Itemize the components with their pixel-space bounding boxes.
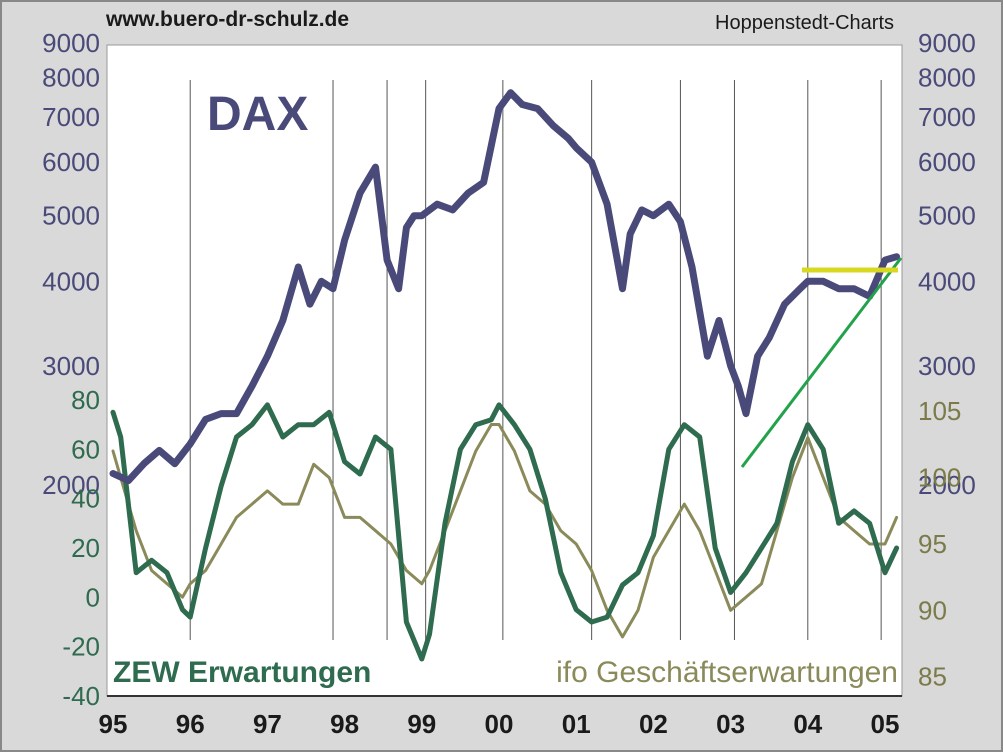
right-dax-tick-4000: 4000 (918, 266, 976, 296)
left-zew-tick--20: -20 (62, 632, 100, 662)
x-tick-95: 95 (99, 709, 128, 739)
right-ifo-tick-85: 85 (918, 662, 947, 692)
right-dax-tick-3000: 3000 (918, 351, 976, 381)
x-tick-05: 05 (871, 709, 900, 739)
right-ifo-tick-105: 105 (918, 396, 961, 426)
vertical-guide-lines (189, 80, 882, 640)
left-zew-tick-80: 80 (71, 385, 100, 415)
chart-title: DAX (207, 88, 308, 141)
right-dax-tick-7000: 7000 (918, 102, 976, 132)
source-url: www.buero-dr-schulz.de (105, 8, 349, 31)
x-tick-96: 96 (176, 709, 205, 739)
x-tick-03: 03 (716, 709, 745, 739)
left-dax-tick-2000: 2000 (42, 470, 100, 500)
uptrend-line (740, 257, 903, 468)
zew-series-label: ZEW Erwartungen (113, 656, 371, 689)
left-dax-tick-8000: 8000 (42, 63, 100, 93)
x-axis-ticks: 95 96 97 98 99 00 01 02 03 04 05 (99, 709, 900, 739)
series-layer (109, 89, 901, 662)
right-ifo-tick-100: 100 (918, 463, 961, 493)
series-line-zew-erwartungen (110, 402, 900, 662)
left-axis-ticks: 2000 3000 4000 5000 6000 7000 8000 9000 -40 -20 0 2… (42, 28, 100, 711)
right-ifo-tick-90: 90 (918, 595, 947, 625)
x-tick-98: 98 (330, 709, 359, 739)
left-dax-tick-4000: 4000 (42, 266, 100, 296)
right-dax-tick-8000: 8000 (918, 63, 976, 93)
left-dax-tick-7000: 7000 (42, 102, 100, 132)
left-zew-tick-0: 0 (86, 582, 100, 612)
left-zew-tick-60: 60 (71, 434, 100, 464)
x-tick-01: 01 (562, 709, 591, 739)
right-dax-tick-5000: 5000 (918, 201, 976, 231)
right-axis-ticks: 2000 3000 4000 5000 6000 7000 8000 9000 85 90 95 10… (918, 28, 976, 692)
x-tick-04: 04 (793, 709, 822, 739)
x-tick-99: 99 (407, 709, 436, 739)
plot-background (106, 44, 903, 697)
left-dax-tick-9000: 9000 (42, 28, 100, 58)
left-zew-tick-40: 40 (71, 484, 100, 514)
right-ifo-tick-95: 95 (918, 529, 947, 559)
chart-provider: Hoppenstedt-Charts (715, 12, 894, 34)
left-zew-tick-20: 20 (71, 533, 100, 563)
x-tick-00: 00 (485, 709, 514, 739)
left-dax-tick-6000: 6000 (42, 147, 100, 177)
x-tick-97: 97 (253, 709, 282, 739)
left-dax-tick-3000: 3000 (42, 351, 100, 381)
right-dax-tick-6000: 6000 (918, 147, 976, 177)
right-dax-tick-9000: 9000 (918, 28, 976, 58)
x-tick-02: 02 (639, 709, 668, 739)
series-line-dax (109, 89, 901, 485)
series-line-ifo-gesch-ftserwartungen (111, 423, 899, 639)
left-dax-tick-5000: 5000 (42, 201, 100, 231)
left-zew-tick--40: -40 (62, 681, 100, 711)
ifo-series-label: ifo Geschäftserwartungen (556, 656, 898, 689)
right-dax-tick-2000: 2000 (918, 470, 976, 500)
